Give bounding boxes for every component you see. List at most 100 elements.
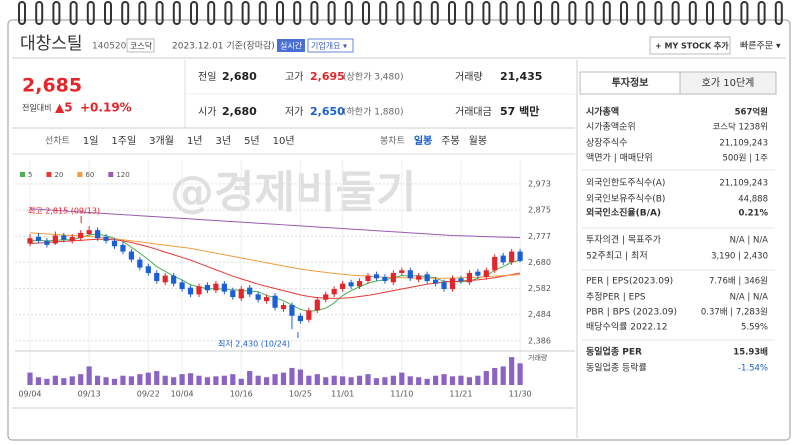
candle-tab[interactable]: 월봉 [469, 135, 487, 147]
info-label: 배당수익률 2022.12 [586, 321, 667, 333]
volume-bar [424, 378, 430, 385]
candle-body [466, 272, 472, 283]
company[interactable]: 기업개요 ▾ [311, 41, 347, 51]
info-value: 21,109,243 [719, 179, 768, 189]
candle-body [340, 283, 346, 290]
change-label: 전일대비 [22, 103, 51, 113]
candle-tab[interactable]: 주봉 [441, 135, 459, 147]
realtime[interactable]: 실시간 [280, 41, 303, 51]
candle-body [356, 280, 363, 287]
tab-bg[interactable] [679, 71, 777, 95]
volume-bar [213, 376, 219, 385]
candle-body [187, 287, 194, 295]
candle-body [221, 283, 227, 292]
volume-bar [95, 375, 101, 385]
volume-bar [416, 377, 422, 385]
quote-label: 고가 [285, 71, 303, 83]
y-tick-label: 2,680 [528, 258, 551, 267]
volume-bar [399, 372, 405, 385]
info-label: 시가총액 [586, 106, 619, 118]
change-pct: +0.19% [80, 101, 132, 115]
legend-label: 60 [85, 171, 94, 179]
period-tab[interactable]: 1일 [83, 135, 99, 147]
mystock[interactable]: + MY STOCK 추가 [655, 41, 729, 51]
candle-body [331, 289, 337, 295]
info-value: 5.59% [741, 323, 768, 333]
period-tab[interactable]: 3개월 [149, 135, 174, 147]
info-label: 추정PER | EPS [586, 292, 646, 303]
legend-swatch [46, 172, 52, 177]
candle-body [238, 289, 244, 299]
ring [482, 1, 491, 25]
period-tab[interactable]: 10년 [273, 135, 295, 147]
ring [138, 1, 147, 25]
info-label: 시가총액순위 [586, 121, 636, 133]
quote-limit: (상한가 3,480) [343, 72, 404, 83]
period-tab[interactable]: 3년 [216, 135, 232, 147]
volume-bar [247, 371, 253, 385]
legend-label: 120 [116, 171, 129, 179]
ring [706, 1, 714, 25]
info-tab[interactable]: 투자정보 [612, 76, 649, 89]
period-tab[interactable]: 5년 [244, 135, 260, 147]
info-label: 외국인보유주식수(B) [586, 193, 665, 205]
badge[interactable] [307, 38, 354, 53]
ring [155, 1, 164, 25]
volume-bar [230, 374, 236, 385]
ring [602, 1, 611, 25]
volume-bar [162, 375, 168, 385]
candle-body [323, 294, 329, 300]
y-tick-label: 2,973 [528, 179, 551, 188]
info-value: 21,109,243 [719, 139, 768, 149]
period-tab[interactable]: 선차트 [45, 135, 70, 147]
ring [224, 1, 233, 25]
quote-value: 21,435 [500, 70, 542, 83]
ring [448, 1, 456, 25]
candle-body [433, 279, 439, 284]
button[interactable] [649, 36, 731, 55]
candle-body [314, 299, 320, 311]
x-tick-label: 09/13 [78, 390, 101, 399]
volume-bar [297, 369, 303, 385]
ring [516, 1, 525, 25]
candle-body [137, 259, 143, 268]
ring [52, 1, 61, 25]
volume-bar [111, 378, 118, 385]
candle-body [441, 282, 447, 290]
candle-body [483, 270, 489, 277]
candle-body [382, 276, 388, 281]
info-value: 0.21% [739, 209, 769, 219]
candle-body [128, 251, 134, 260]
candle-body [95, 230, 101, 239]
ring [430, 1, 439, 25]
info-label: PER | EPS(2023.09) [586, 277, 673, 287]
candle-body [416, 275, 422, 280]
candle-tab[interactable]: 일봉 [414, 134, 432, 147]
badge[interactable] [277, 39, 305, 52]
info-value: 500원 | 1주 [722, 154, 768, 164]
legend-swatch [20, 172, 25, 177]
ring [379, 1, 388, 25]
info-tab[interactable]: 호가 10단계 [702, 77, 755, 89]
quick-order[interactable]: 빠른주문 ▾ [740, 41, 781, 52]
info-value: 코스닥 1238위 [712, 122, 768, 133]
period-tab[interactable]: 1주일 [111, 135, 136, 147]
x-tick-label: 11/01 [331, 390, 354, 399]
x-tick-label: 11/21 [449, 390, 472, 399]
candle-body [306, 310, 312, 320]
volume-bar [340, 376, 346, 385]
badge [126, 38, 155, 53]
x-tick-label: 10/16 [230, 390, 253, 399]
x-tick-label: 11/30 [509, 390, 532, 399]
candle-body [44, 240, 50, 245]
candle-body [399, 270, 405, 273]
info-value: 44,888 [738, 195, 768, 205]
candle-tab[interactable]: 봉차트 [380, 135, 405, 147]
ring [499, 1, 508, 25]
period-tab[interactable]: 1년 [187, 135, 203, 147]
volume-bar [78, 374, 84, 385]
quote-label: 거래대금 [455, 106, 492, 118]
ring [654, 1, 663, 25]
quote-value: 2,680 [222, 70, 257, 83]
